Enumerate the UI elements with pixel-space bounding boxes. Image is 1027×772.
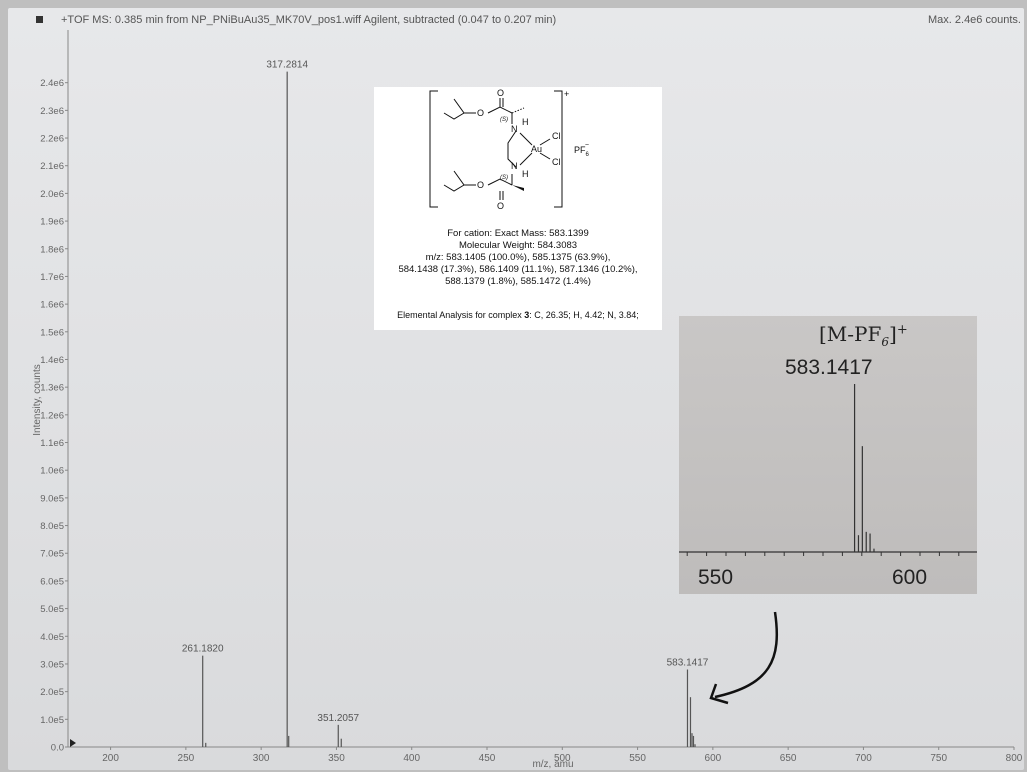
peak-label: 583.1417 <box>667 657 709 668</box>
stereo-top: (S) <box>500 117 508 123</box>
atom-h-top: H <box>522 117 529 127</box>
y-tick-label: 1.2e6 <box>40 410 64 421</box>
y-tick-label: 1.5e6 <box>40 327 64 338</box>
y-tick-label: 0.0 <box>51 743 64 754</box>
inset-ion-formula: [M-PF6]+ <box>819 322 908 349</box>
cation-exact-mass: For cation: Exact Mass: 583.1399 <box>447 228 589 239</box>
x-tick-label: 350 <box>328 753 345 764</box>
y-tick-label: 1.4e6 <box>40 355 64 366</box>
y-tick-label: 1.9e6 <box>40 217 64 228</box>
curved-arrow <box>714 611 779 699</box>
molecular-weight: Molecular Weight: 584.3083 <box>458 240 578 251</box>
x-tick-label: 800 <box>1006 753 1023 764</box>
origin-marker <box>70 739 76 747</box>
max-counts-label: Max. 2.4e6 counts. <box>928 14 1021 26</box>
header-marker-square <box>36 16 43 23</box>
atom-au: Au <box>531 144 542 154</box>
y-tick-label: 1.0e6 <box>40 466 64 477</box>
stereo-bottom: (S) <box>500 175 508 181</box>
x-tick-label: 450 <box>479 753 496 764</box>
spectrum-title: +TOF MS: 0.385 min from NP_PNiBuAu35_MK7… <box>61 14 557 26</box>
x-tick-label: 750 <box>930 753 947 764</box>
atom-o-ester-top: O <box>477 108 484 118</box>
x-axis-label: m/z, amu <box>532 759 573 770</box>
atom-n-top: N <box>511 124 518 134</box>
peak-labels: 261.1820 317.2814 351.2057 583.1417 <box>182 60 709 724</box>
counterion: PF6− <box>574 142 590 158</box>
atom-h-bottom: H <box>522 169 529 179</box>
x-axis-ticks: 200 250 300 350 400 450 500 550 600 650 700 750 800 <box>102 747 1023 764</box>
spectrum-peaks <box>202 71 696 747</box>
atom-o-ester-bottom: O <box>477 180 484 190</box>
y-tick-label: 1.8e6 <box>40 244 64 255</box>
peak-label: 351.2057 <box>317 713 359 724</box>
y-tick-label: 7.0e5 <box>40 549 64 560</box>
y-tick-label: 2.1e6 <box>40 161 64 172</box>
axes <box>67 30 1014 748</box>
inset-tick-550: 550 <box>698 566 734 589</box>
y-tick-label: 5.0e5 <box>40 604 64 615</box>
y-axis-ticks: 0.0 1.0e5 2.0e5 3.0e5 4.0e5 5.0e5 6.0e5 7.0e5 8.… <box>40 78 68 754</box>
y-tick-label: 2.0e5 <box>40 687 64 698</box>
y-axis-label: Intensity, counts <box>32 364 43 436</box>
peak-label: 317.2814 <box>266 60 308 71</box>
mz-list-3: 588.1379 (1.8%), 585.1472 (1.4%) <box>445 276 591 287</box>
peak-label: 261.1820 <box>182 644 224 655</box>
y-tick-label: 2.4e6 <box>40 78 64 89</box>
x-tick-label: 600 <box>705 753 722 764</box>
atom-cl-top: Cl <box>552 131 561 141</box>
x-tick-label: 650 <box>780 753 797 764</box>
atom-o-bottom: O <box>497 201 504 211</box>
x-tick-label: 200 <box>102 753 119 764</box>
y-tick-label: 2.0e6 <box>40 189 64 200</box>
x-tick-label: 300 <box>253 753 270 764</box>
atom-cl-bottom: Cl <box>552 157 561 167</box>
y-tick-label: 2.3e6 <box>40 106 64 117</box>
inset-zoom-spectrum: [M-PF6]+ 583.1417 550 600 <box>679 316 977 594</box>
y-tick-label: 1.3e6 <box>40 383 64 394</box>
y-tick-label: 1.1e6 <box>40 438 64 449</box>
cation-charge: + <box>564 89 569 99</box>
y-tick-label: 8.0e5 <box>40 521 64 532</box>
mz-list-2: 584.1438 (17.3%), 586.1409 (11.1%), 587.… <box>398 264 638 275</box>
inset-tick-600: 600 <box>892 566 928 589</box>
inset-peak-label: 583.1417 <box>785 356 873 379</box>
x-tick-label: 550 <box>629 753 646 764</box>
elemental-analysis: Elemental Analysis for complex 3: C, 26.… <box>397 310 639 320</box>
x-tick-label: 700 <box>855 753 872 764</box>
y-tick-label: 6.0e5 <box>40 576 64 587</box>
y-tick-label: 9.0e5 <box>40 493 64 504</box>
x-tick-label: 400 <box>403 753 420 764</box>
atom-o-top: O <box>497 88 504 98</box>
structure-box: O O (S) H N Cl Au Cl N (S) H O O + PF6− … <box>374 87 662 330</box>
inset-plot <box>679 384 977 556</box>
mz-list-1: m/z: 583.1405 (100.0%), 585.1375 (63.9%)… <box>425 252 611 263</box>
atom-n-bottom: N <box>511 161 518 171</box>
chemical-structure: O O (S) H N Cl Au Cl N (S) H O O + PF6− <box>429 88 590 211</box>
y-tick-label: 1.6e6 <box>40 300 64 311</box>
y-tick-label: 1.0e5 <box>40 715 64 726</box>
arrow-head <box>709 683 729 705</box>
y-tick-label: 4.0e5 <box>40 632 64 643</box>
y-tick-label: 1.7e6 <box>40 272 64 283</box>
x-tick-label: 500 <box>554 753 571 764</box>
y-tick-label: 3.0e5 <box>40 659 64 670</box>
x-tick-label: 250 <box>178 753 195 764</box>
y-tick-label: 2.2e6 <box>40 134 64 145</box>
